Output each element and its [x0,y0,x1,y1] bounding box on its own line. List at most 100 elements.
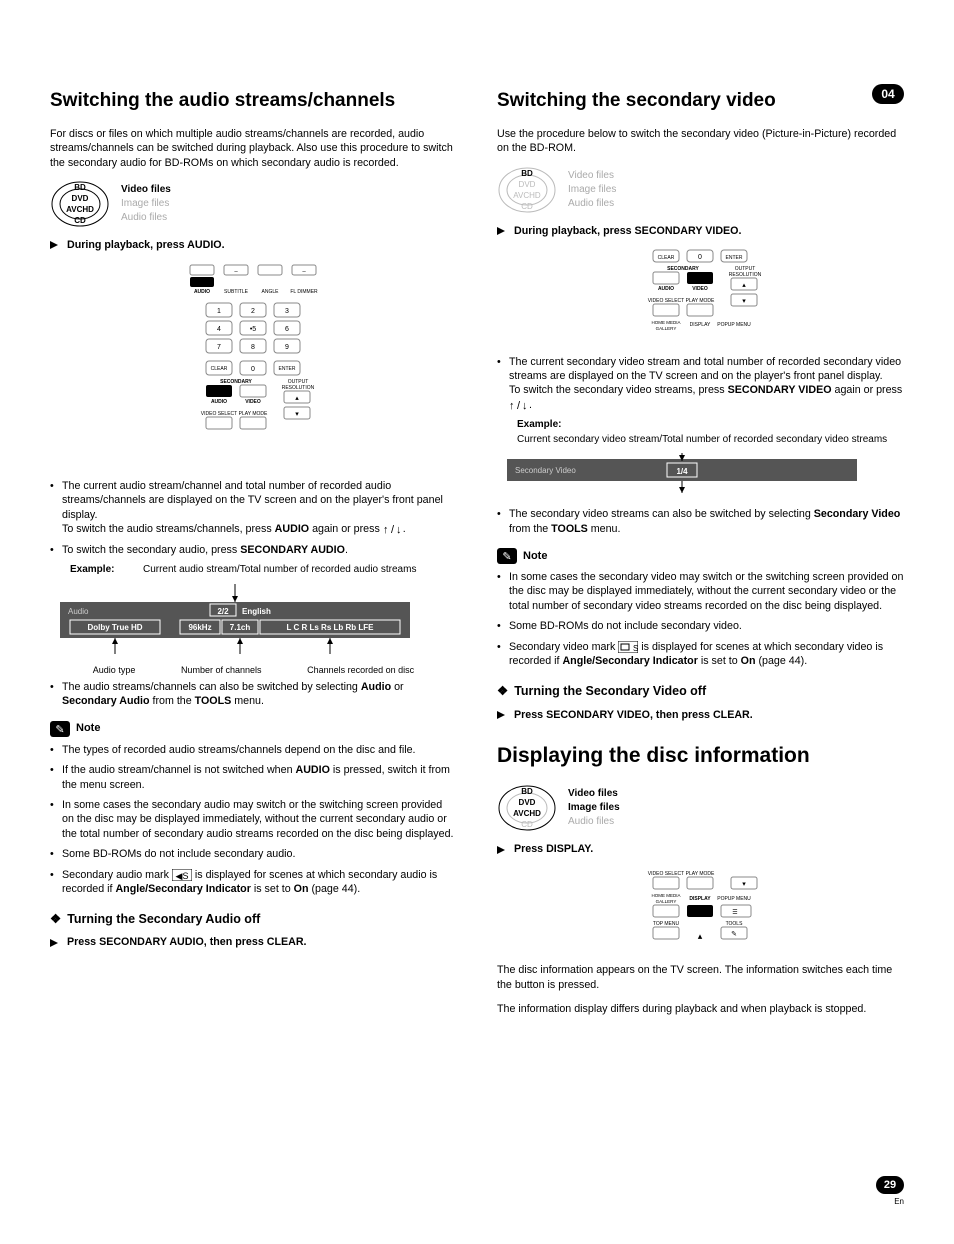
instruction: Press SECONDARY AUDIO, then press CLEAR. [50,935,457,949]
svg-text:▾: ▾ [742,298,746,305]
svg-text:HOME MEDIA: HOME MEDIA [651,893,680,898]
svg-text:HOME MEDIA: HOME MEDIA [651,320,680,325]
instruction: During playback, press AUDIO. [50,238,457,252]
osd-diagram: Secondary Video 1/4 [497,453,904,503]
svg-text:◀S: ◀S [175,871,188,881]
remote-diagram: VIDEO SELECT PLAY MODE ▾ HOME MEDIA GALL… [497,867,904,951]
media-ovals: BD DVD AVCHD CD [497,166,557,214]
svg-text:L C R Ls Rs Lb Rb LFE: L C R Ls Rs Lb Rb LFE [287,623,375,632]
list-item: The current audio stream/channel and tot… [50,479,457,537]
list-item: To switch the secondary audio, press SEC… [50,543,457,557]
svg-text:GALLERY: GALLERY [655,899,676,904]
svg-text:▴: ▴ [295,395,299,402]
svg-text:AUDIO: AUDIO [193,289,209,295]
svg-text:Dolby True HD: Dolby True HD [87,623,142,632]
svg-text:CD: CD [74,216,86,225]
svg-text:0: 0 [251,366,255,373]
svg-text:0: 0 [698,254,702,261]
osd-diagram: Audio 2/2 English Dolby True HD 96kHz 7.… [50,584,457,676]
svg-text:PLAY MODE: PLAY MODE [685,871,714,877]
svg-text:PLAY MODE: PLAY MODE [238,411,267,417]
svg-text:DVD: DVD [519,798,536,807]
svg-text:9: 9 [285,344,289,351]
svg-text:✎: ✎ [502,551,511,563]
svg-text:2: 2 [251,308,255,315]
svg-text:BD: BD [521,169,533,178]
svg-text:CLEAR: CLEAR [657,255,674,261]
section-title: Switching the audio streams/channels [50,90,457,113]
note-item: Secondary audio mark ◀S is displayed for… [50,868,457,897]
svg-text:DVD: DVD [72,194,89,203]
note-item: Secondary video mark S is displayed for … [497,640,904,669]
svg-text:96kHz: 96kHz [188,623,211,632]
chapter-badge: 04 [872,84,904,104]
media-ovals: BD DVD AVCHD CD [497,784,557,832]
note-item: Some BD-ROMs do not include secondary au… [50,847,457,861]
svg-text:English: English [242,607,271,616]
svg-text:AVCHD: AVCHD [513,809,541,818]
svg-text:AUDIO: AUDIO [210,399,226,405]
intro-text: Use the procedure below to switch the se… [497,127,904,156]
instruction: Press SECONDARY VIDEO, then press CLEAR. [497,708,904,722]
svg-text:GALLERY: GALLERY [655,326,676,331]
svg-text:CD: CD [521,820,533,829]
list-item: The secondary video streams can also be … [497,507,904,536]
note-item: Some BD-ROMs do not include secondary vi… [497,619,904,633]
svg-text:AUDIO: AUDIO [657,286,673,292]
svg-text:DISPLAY: DISPLAY [689,322,710,328]
example-desc: Current secondary video stream/Total num… [517,433,887,447]
svg-text:▴: ▴ [697,931,702,941]
svg-text:↓: ↓ [396,524,402,534]
svg-text:▾: ▾ [742,881,746,888]
note-item: The types of recorded audio streams/chan… [50,743,457,757]
section-title: Displaying the disc information [497,742,904,770]
svg-text:CLEAR: CLEAR [210,366,227,372]
svg-text:/: / [517,400,521,410]
svg-text:CD: CD [521,202,533,211]
remote-diagram: CLEAR 0 ENTER SECONDARY AUDIO VIDEO OUTP… [497,248,904,342]
svg-text:TOP MENU: TOP MENU [652,921,679,927]
instruction: During playback, press SECONDARY VIDEO. [497,224,904,238]
intro-text: For discs or files on which multiple aud… [50,127,457,170]
svg-text:POPUP MENU: POPUP MENU [717,896,751,902]
svg-text:•5: •5 [249,326,255,333]
svg-text:POPUP MENU: POPUP MENU [717,322,751,328]
svg-text:ENTER: ENTER [725,255,742,261]
svg-text:RESOLUTION: RESOLUTION [728,272,761,278]
svg-text:ENTER: ENTER [278,366,295,372]
svg-text:▴: ▴ [742,282,746,289]
list-item: The current secondary video stream and t… [497,355,904,413]
sub-heading: ❖Turning the Secondary Audio off [50,911,457,928]
svg-text:FL DIMMER: FL DIMMER [290,289,318,295]
list-item: The audio streams/channels can also be s… [50,680,457,709]
note-heading: ✎ Note [497,548,904,564]
section-title: Switching the secondary video [497,90,904,113]
svg-text:AVCHD: AVCHD [513,191,541,200]
example-label: Example: [70,563,140,577]
svg-text:Secondary Video: Secondary Video [515,466,576,475]
svg-text:SECONDARY: SECONDARY [220,379,252,385]
svg-text:ANGLE: ANGLE [261,289,279,295]
svg-text:SUBTITLE: SUBTITLE [224,289,249,295]
sub-heading: ❖Turning the Secondary Video off [497,683,904,700]
svg-text:VIDEO: VIDEO [692,286,708,292]
instruction: Press DISPLAY. [497,842,904,856]
remote-diagram: – – AUDIO SUBTITLE ANGLE FL DIMMER 1 2 3… [50,263,457,467]
svg-text:RESOLUTION: RESOLUTION [281,385,314,391]
svg-text:PLAY MODE: PLAY MODE [685,298,714,304]
svg-text:BD: BD [521,787,533,796]
svg-text:DISPLAY: DISPLAY [689,896,711,902]
svg-text:/: / [391,524,395,534]
svg-text:1: 1 [217,308,221,315]
svg-text:✎: ✎ [55,724,64,736]
svg-text:4: 4 [217,326,221,333]
svg-text:▾: ▾ [295,411,299,418]
svg-text:Audio: Audio [68,607,89,616]
file-types: Video files Image files Audio files [568,787,620,829]
media-ovals: BD DVD AVCHD CD [50,180,110,228]
note-item: If the audio stream/channel is not switc… [50,763,457,792]
svg-text:DVD: DVD [519,180,536,189]
svg-text:↓: ↓ [522,400,528,410]
svg-text:↑: ↑ [509,400,515,410]
note-item: In some cases the secondary audio may sw… [50,798,457,841]
